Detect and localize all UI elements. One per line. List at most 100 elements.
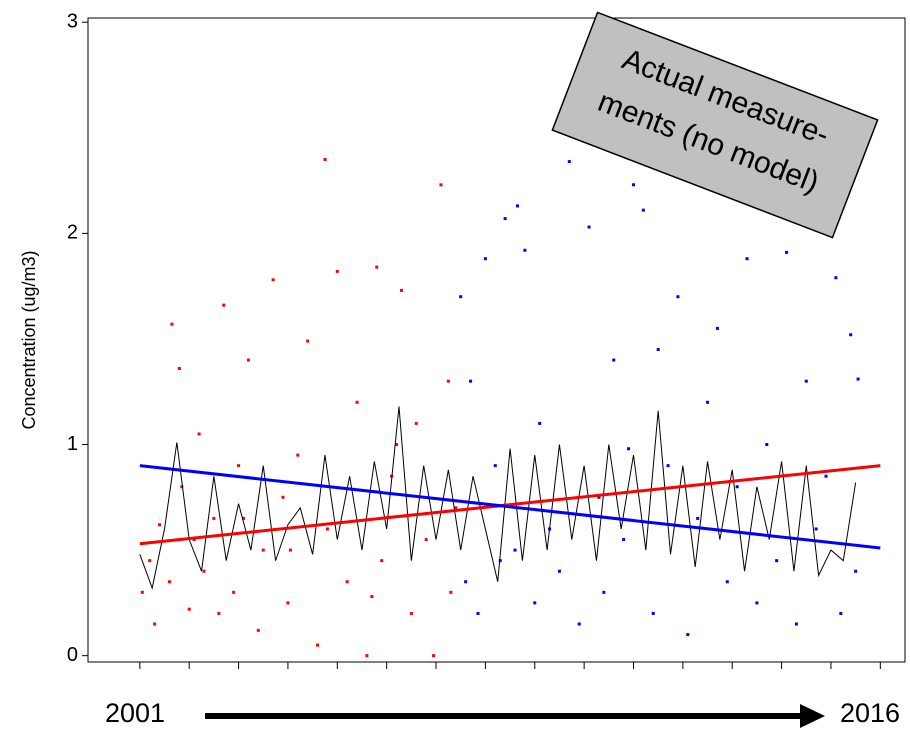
data-point xyxy=(755,601,759,605)
data-point xyxy=(246,358,250,362)
data-point xyxy=(469,379,473,383)
data-point xyxy=(533,601,537,605)
data-point xyxy=(513,548,517,552)
data-point xyxy=(735,485,739,489)
data-point xyxy=(409,611,413,615)
data-point xyxy=(449,590,453,594)
data-point xyxy=(242,516,246,520)
data-point xyxy=(140,590,144,594)
data-point xyxy=(686,633,690,637)
data-point xyxy=(785,250,789,254)
data-point xyxy=(631,183,635,187)
y-tick-label: 0 xyxy=(67,644,78,666)
data-point xyxy=(666,464,670,468)
data-point xyxy=(557,569,561,573)
data-point xyxy=(696,516,700,520)
data-point xyxy=(538,421,542,425)
data-point xyxy=(399,288,403,292)
data-point xyxy=(839,611,843,615)
data-point xyxy=(345,580,349,584)
data-point xyxy=(503,217,507,221)
data-point xyxy=(459,295,463,299)
data-point xyxy=(187,607,191,611)
data-point xyxy=(167,580,171,584)
data-point xyxy=(439,183,443,187)
data-point xyxy=(651,611,655,615)
data-point xyxy=(745,257,749,261)
data-point xyxy=(177,367,181,371)
data-point xyxy=(197,432,201,436)
data-point xyxy=(237,464,241,468)
data-point xyxy=(261,548,265,552)
data-point xyxy=(355,400,359,404)
data-point xyxy=(288,548,292,552)
data-point xyxy=(222,303,226,307)
data-point xyxy=(725,580,729,584)
data-point xyxy=(834,276,838,280)
data-point xyxy=(153,622,157,626)
data-point xyxy=(567,160,571,164)
data-point xyxy=(446,379,450,383)
data-point xyxy=(854,569,858,573)
data-point xyxy=(804,379,808,383)
data-point xyxy=(498,559,502,563)
data-point xyxy=(375,265,379,269)
time-arrow-head xyxy=(800,704,825,728)
data-point xyxy=(464,580,468,584)
data-point xyxy=(715,326,719,330)
data-point xyxy=(476,611,480,615)
data-point xyxy=(612,358,616,362)
data-point xyxy=(424,538,428,542)
data-point xyxy=(286,601,290,605)
data-point xyxy=(158,523,162,527)
data-point xyxy=(597,495,601,499)
y-tick-label: 2 xyxy=(67,222,78,244)
data-point xyxy=(217,611,221,615)
data-point xyxy=(602,590,606,594)
data-point xyxy=(622,538,626,542)
plot-area: 0 1 2 3 xyxy=(67,11,906,669)
data-point xyxy=(849,333,853,337)
data-point xyxy=(335,269,339,273)
x-end-label: 2016 xyxy=(840,698,900,728)
data-point xyxy=(414,421,418,425)
annotation-box: Actual measure- ments (no model) xyxy=(551,11,879,239)
data-point xyxy=(370,595,374,599)
y-axis-label: Concentration (ug/m3) xyxy=(19,250,39,429)
data-point xyxy=(587,225,591,229)
data-point xyxy=(641,208,645,212)
data-point xyxy=(627,447,631,451)
data-point xyxy=(296,453,300,457)
data-point xyxy=(856,377,860,381)
annotation-bg xyxy=(551,11,879,239)
data-point xyxy=(325,527,329,531)
data-point xyxy=(212,516,216,520)
data-point xyxy=(706,400,710,404)
data-point xyxy=(794,622,798,626)
data-point xyxy=(395,443,399,447)
data-point xyxy=(281,495,285,499)
y-tick-label: 1 xyxy=(67,433,78,455)
data-point xyxy=(814,527,818,531)
line xyxy=(139,464,881,550)
data-point xyxy=(365,654,369,658)
data-point xyxy=(180,485,184,489)
y-tick-label: 3 xyxy=(67,11,78,33)
data-point xyxy=(676,295,680,299)
data-point xyxy=(515,204,519,208)
data-point xyxy=(493,464,497,468)
x-start-label: 2001 xyxy=(105,698,165,728)
data-point xyxy=(316,643,320,647)
data-point xyxy=(577,622,581,626)
data-point xyxy=(271,278,275,282)
data-point xyxy=(148,559,152,563)
data-point xyxy=(232,590,236,594)
plot-frame xyxy=(87,17,906,663)
data-point xyxy=(202,569,206,573)
line xyxy=(139,406,857,590)
data-point xyxy=(775,559,779,563)
data-point xyxy=(432,654,436,658)
data-point xyxy=(483,257,487,261)
data-point xyxy=(765,443,769,447)
